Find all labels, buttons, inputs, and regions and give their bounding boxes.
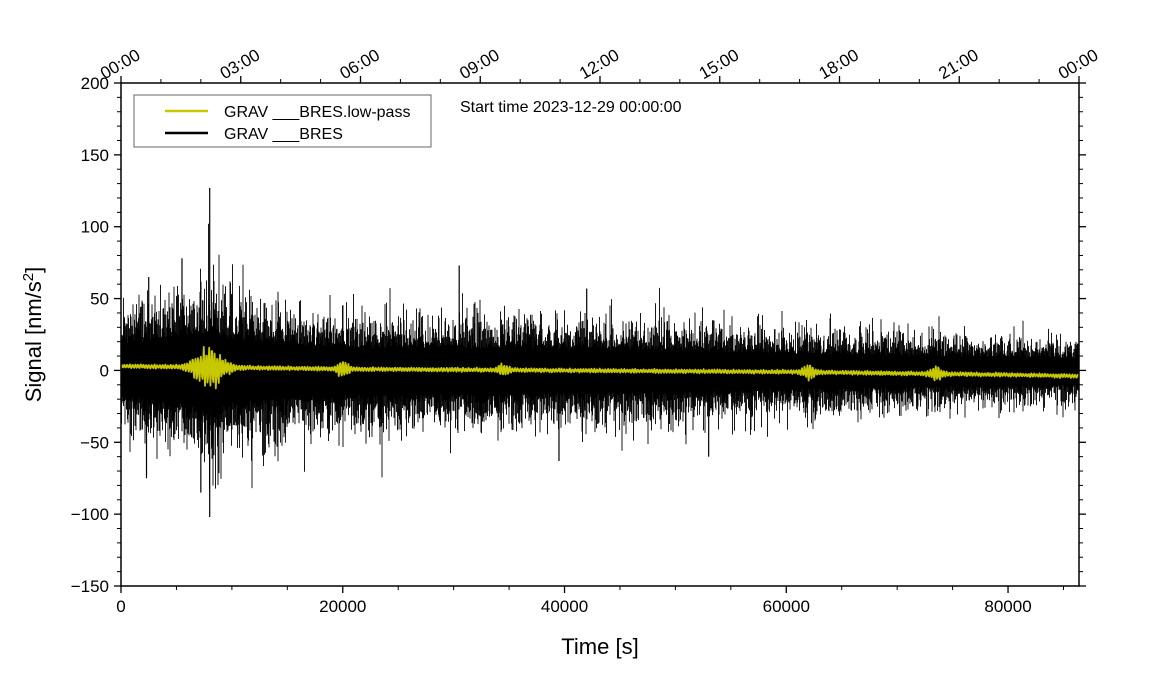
x-tick-label: 80000 (984, 597, 1031, 616)
y-tick-label: 0 (100, 361, 109, 380)
x-tick-label: 40000 (541, 597, 588, 616)
y-axis-title-main: Signal [nm/s (21, 281, 46, 402)
y-tick-label: 100 (81, 218, 109, 237)
x-tick-label: 20000 (319, 597, 366, 616)
y-tick-label: 200 (81, 74, 109, 93)
x-tick-label: 0 (116, 597, 125, 616)
x-tick-label: 60000 (763, 597, 810, 616)
y-tick-label: 150 (81, 146, 109, 165)
top-time-tick-label: 00:00 (97, 45, 143, 83)
top-time-tick-label: 00:00 (1055, 45, 1101, 83)
start-time-annotation: Start time 2023-12-29 00:00:00 (460, 99, 682, 116)
legend-label-raw: GRAV ___BRES (224, 126, 343, 143)
low-pass-signal-trace (121, 346, 1079, 390)
legend-box (133, 94, 432, 148)
top-time-tick-label: 21:00 (935, 45, 981, 83)
legend-label-low-pass: GRAV ___BRES.low-pass (224, 104, 410, 121)
raw-signal-trace (121, 223, 1079, 489)
legend: GRAV ___BRES.low-pass GRAV ___BRES (133, 94, 432, 148)
top-time-tick-label: 03:00 (217, 45, 263, 83)
y-axis-title-superscript: 2 (20, 273, 37, 281)
y-tick-label: −50 (80, 433, 109, 452)
data-layer (121, 187, 1079, 518)
y-axis-title: Signal [nm/s2] (20, 267, 46, 403)
y-tick-label: 50 (90, 290, 109, 309)
y-axis-title-close: ] (21, 267, 46, 273)
x-axis-title: Time [s] (561, 634, 638, 659)
y-tick-label: −100 (71, 505, 109, 524)
top-time-tick-label: 15:00 (696, 45, 742, 83)
top-time-tick-label: 12:00 (576, 45, 622, 83)
top-time-tick-label: 06:00 (337, 45, 383, 83)
top-time-tick-label: 09:00 (456, 45, 502, 83)
y-tick-label: −150 (71, 577, 109, 596)
top-time-tick-label: 18:00 (816, 45, 862, 83)
